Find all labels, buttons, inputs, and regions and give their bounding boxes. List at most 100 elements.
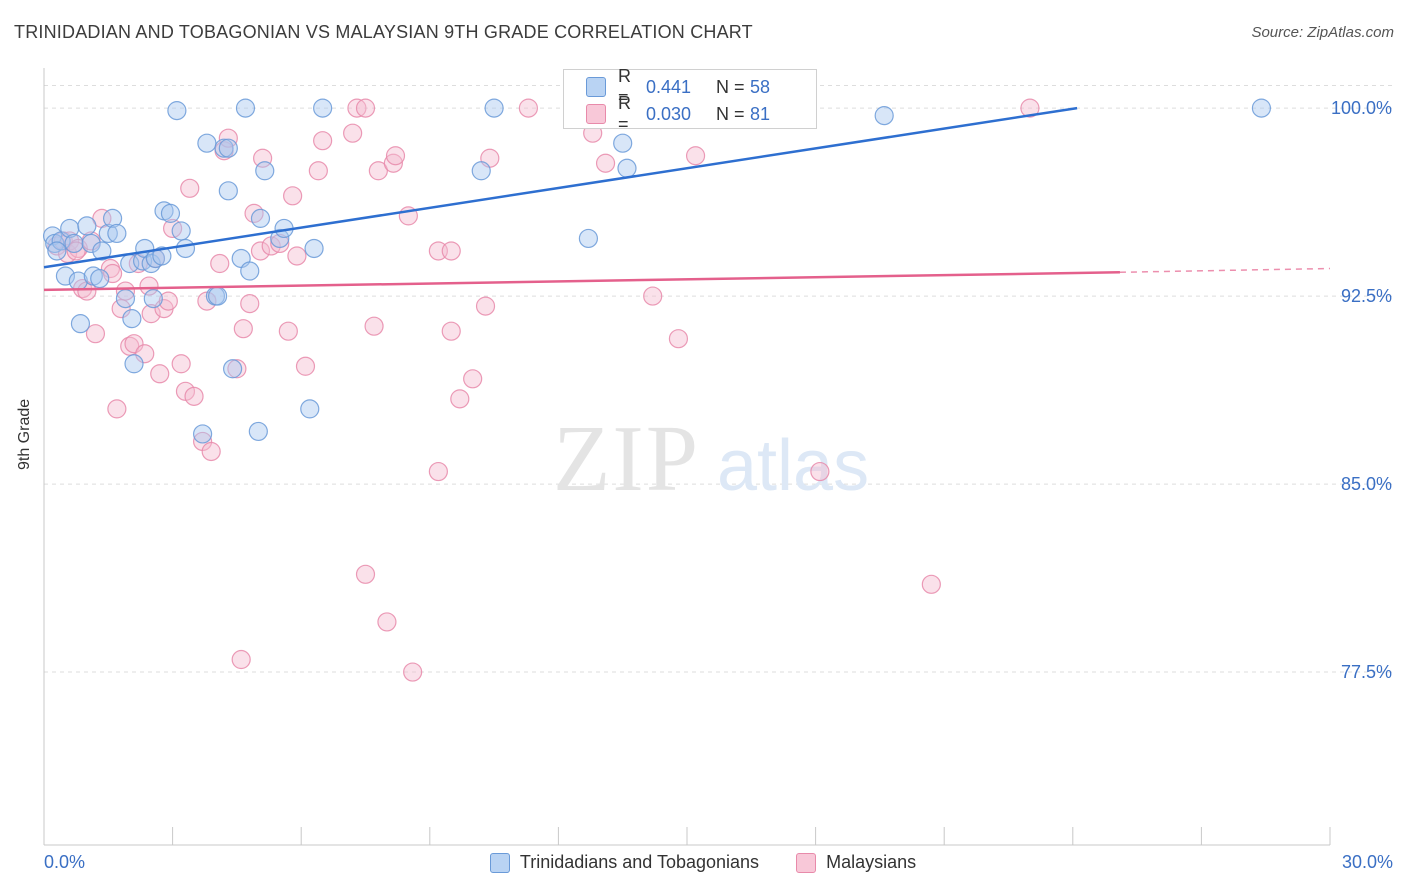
- malaysian-point: [233, 319, 253, 339]
- r-label: R =: [618, 93, 631, 134]
- malaysian-point: [385, 146, 406, 166]
- trinidadian-point: [92, 241, 112, 261]
- malaysian-point: [355, 564, 376, 584]
- y-tick-label: 85.0%: [1341, 474, 1392, 494]
- malaysian-point: [441, 241, 461, 261]
- malaysian-point: [231, 649, 251, 670]
- malaysian-point: [313, 131, 333, 151]
- n-label: N =: [716, 76, 745, 97]
- trinidadian-point: [90, 268, 110, 289]
- trinidadian-point: [223, 359, 243, 379]
- trinidadian-point: [152, 246, 172, 266]
- malaysian-point: [364, 316, 384, 336]
- trinidadians-points: [42, 98, 1272, 444]
- malaysian-point: [518, 98, 538, 118]
- trinidadian-point: [250, 208, 271, 228]
- trinidadian-point: [617, 158, 637, 178]
- trinidadian-point: [235, 98, 256, 118]
- malaysian-point: [403, 662, 423, 682]
- watermark: ZIP atlas: [553, 407, 869, 511]
- malaysian-point: [368, 161, 388, 181]
- malaysian-point: [115, 281, 136, 301]
- trinidadian-point: [300, 399, 320, 419]
- trinidadian-point: [81, 233, 101, 254]
- malaysian-point: [240, 294, 260, 314]
- trinidadian-point: [214, 138, 234, 158]
- trinidadian-point: [107, 223, 127, 244]
- malaysian-point: [227, 359, 247, 379]
- trinidadian-point: [197, 133, 217, 153]
- trinidadian-point: [171, 221, 191, 241]
- malaysian-point: [201, 441, 221, 462]
- stats-row-pink: R = 0.030 N = 81: [586, 93, 771, 134]
- trinidadian-point: [578, 228, 599, 249]
- malaysian-point: [244, 203, 264, 223]
- malaysian-point: [150, 364, 170, 384]
- trinidadian-point: [270, 228, 290, 249]
- malaysian-point: [278, 321, 298, 341]
- malaysian-point: [139, 276, 159, 296]
- trinidadian-point: [55, 266, 76, 286]
- trinidadian-point: [208, 286, 228, 306]
- malaysian-point: [308, 161, 328, 181]
- trinidadian-point: [115, 288, 136, 309]
- trend-lines: [43, 106, 1331, 292]
- y-axis-label: 9th Grade: [16, 398, 33, 470]
- malaysian-point: [283, 186, 303, 206]
- trend-line-trinidadians: [43, 106, 1078, 269]
- legend-item-malaysians[interactable]: Malaysians: [796, 852, 916, 873]
- n-value: 81: [750, 103, 771, 124]
- trinidadian-point: [160, 203, 181, 223]
- legend-label-malaysians: Malaysians: [826, 852, 917, 872]
- grid-layer: [43, 85, 1392, 845]
- malaysian-point: [141, 304, 161, 324]
- malaysian-point: [107, 399, 127, 419]
- malaysian-point: [102, 263, 123, 284]
- malaysian-point: [253, 148, 273, 168]
- trinidadian-point: [122, 309, 142, 329]
- chart-source: Source: ZipAtlas.com: [1251, 24, 1394, 41]
- malaysian-point: [595, 153, 616, 173]
- malaysian-point: [124, 334, 144, 354]
- r-value: 0.441: [646, 76, 692, 97]
- legend-swatch-blue: [489, 852, 510, 873]
- trinidadian-point: [77, 216, 97, 236]
- malaysian-point: [441, 321, 461, 341]
- chart-title: TRINIDADIAN AND TOBAGONIAN VS MALAYSIAN …: [14, 22, 753, 42]
- r-value: 0.030: [646, 103, 692, 124]
- x-tick-max: 30.0%: [1341, 852, 1393, 872]
- n-value: 58: [750, 76, 771, 97]
- malaysian-point: [355, 98, 376, 118]
- malaysian-point: [643, 286, 663, 306]
- malaysians-points: [47, 98, 1040, 682]
- trend-line-malaysians: [43, 271, 1120, 292]
- malaysian-point: [210, 253, 230, 274]
- chart-legend: Trinidadians and Tobagonians Malaysians: [0, 852, 1406, 878]
- stats-box: R = 0.441 N = 58 R = 0.030 N = 81: [563, 66, 817, 134]
- malaysian-point: [810, 461, 830, 482]
- y-tick-label: 92.5%: [1341, 286, 1392, 306]
- legend-item-trinidadians[interactable]: Trinidadians and Tobagonians: [489, 852, 759, 873]
- pink-swatch: [586, 104, 606, 124]
- trinidadian-point: [143, 288, 163, 309]
- trinidadian-point: [613, 133, 633, 153]
- y-tick-labels: 77.5% 85.0% 92.5% 100.0%: [1331, 98, 1392, 682]
- malaysian-point: [135, 344, 155, 364]
- malaysian-point: [85, 324, 106, 344]
- r-label: R =: [618, 66, 631, 107]
- y-tick-label: 77.5%: [1341, 662, 1392, 682]
- malaysian-point: [287, 246, 307, 266]
- malaysian-point: [428, 461, 448, 482]
- y-tick-label: 100.0%: [1331, 98, 1392, 118]
- malaysian-point: [218, 128, 238, 148]
- malaysian-point: [685, 146, 706, 166]
- malaysian-point: [377, 612, 397, 632]
- trinidadian-point: [471, 161, 491, 181]
- trend-extension-malaysians: [1119, 267, 1331, 274]
- malaysian-point: [463, 369, 483, 389]
- stats-row-blue: R = 0.441 N = 58: [586, 66, 771, 107]
- trinidadian-point: [248, 421, 268, 442]
- malaysian-point: [475, 296, 496, 316]
- malaysian-point: [66, 241, 86, 261]
- trinidadian-point: [484, 98, 504, 118]
